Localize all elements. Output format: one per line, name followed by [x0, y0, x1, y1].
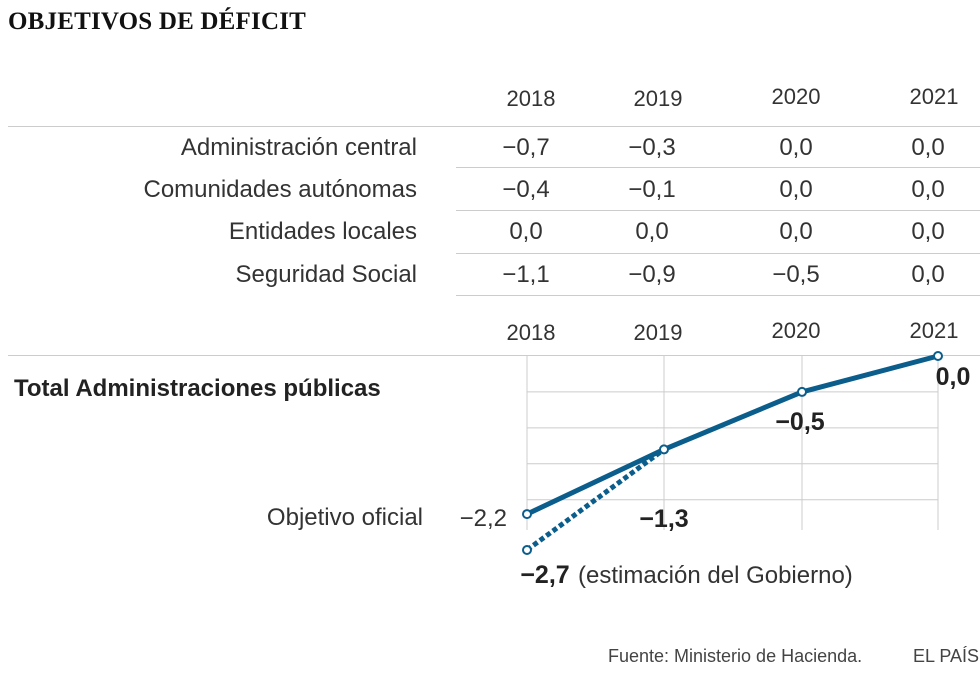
table-row-label: Administración central: [180, 134, 417, 161]
table-cell: −0,7: [502, 134, 550, 161]
table-year-header: 2020: [771, 84, 821, 109]
chart-top-rule: [8, 355, 980, 356]
data-label: −2,2: [460, 505, 507, 532]
data-point: [659, 444, 669, 455]
table-cell: 0,0: [779, 134, 813, 161]
table-cell: 0,0: [779, 176, 813, 203]
chart-x-tick-label: 2020: [771, 318, 821, 343]
table-row-rule: [456, 210, 980, 211]
table-top-rule: [8, 126, 980, 127]
table-cell: −1,1: [502, 261, 550, 288]
data-label: −0,5: [775, 408, 824, 436]
data-point: [933, 351, 943, 361]
table-row-label: Entidades locales: [228, 218, 417, 245]
table-cell: 0,0: [911, 261, 945, 288]
table-year-header: 2018: [506, 86, 556, 111]
estimate-note: (estimación del Gobierno): [578, 562, 853, 589]
brand-logo: EL PAÍS: [913, 646, 980, 666]
table-row-label: Seguridad Social: [235, 261, 417, 288]
table-cell: 0,0: [911, 176, 945, 203]
table-cell: −0,5: [772, 261, 820, 288]
table-cell: −0,1: [628, 176, 676, 203]
table-cell: 0,0: [779, 218, 813, 245]
table-row-rule: [456, 167, 980, 168]
table-row-label: Comunidades autónomas: [143, 176, 417, 203]
data-label: −2,7: [520, 561, 569, 589]
chart-x-tick-label: 2018: [506, 320, 556, 345]
data-point: [522, 545, 532, 555]
table-cell: 0,0: [509, 218, 543, 245]
chart-points: −2,2 −1,3 −0,5 0,0 −2,7: [460, 351, 971, 589]
table-cell: 0,0: [911, 134, 945, 161]
data-point: [522, 509, 532, 520]
chart-series-title: Total Administraciones públicas: [14, 375, 381, 402]
series-line-objetivo: [525, 353, 939, 517]
table-row-rule: [456, 295, 980, 296]
source-note: Fuente: Ministerio de Hacienda.: [608, 646, 863, 666]
chart-x-tick-label: 2019: [633, 320, 683, 345]
table-cell: 0,0: [911, 218, 945, 245]
table-cell: −0,4: [502, 176, 550, 203]
series-line-estimate: [525, 447, 666, 553]
series-label-objetivo: Objetivo oficial: [267, 504, 423, 531]
chart-title: OBJETIVOS DE DÉFICIT: [8, 8, 307, 35]
table-year-header: 2021: [909, 84, 959, 109]
table-cell: −0,3: [628, 134, 676, 161]
table-cell: −0,9: [628, 261, 676, 288]
table-cell: 0,0: [635, 218, 669, 245]
data-label: 0,0: [936, 363, 971, 391]
chart-lines: [525, 353, 939, 553]
table-row-rule: [456, 253, 980, 254]
data-point: [797, 386, 807, 397]
table-year-header: 2019: [633, 86, 683, 111]
chart-x-tick-label: 2021: [909, 318, 959, 343]
data-label: −1,3: [639, 505, 688, 533]
